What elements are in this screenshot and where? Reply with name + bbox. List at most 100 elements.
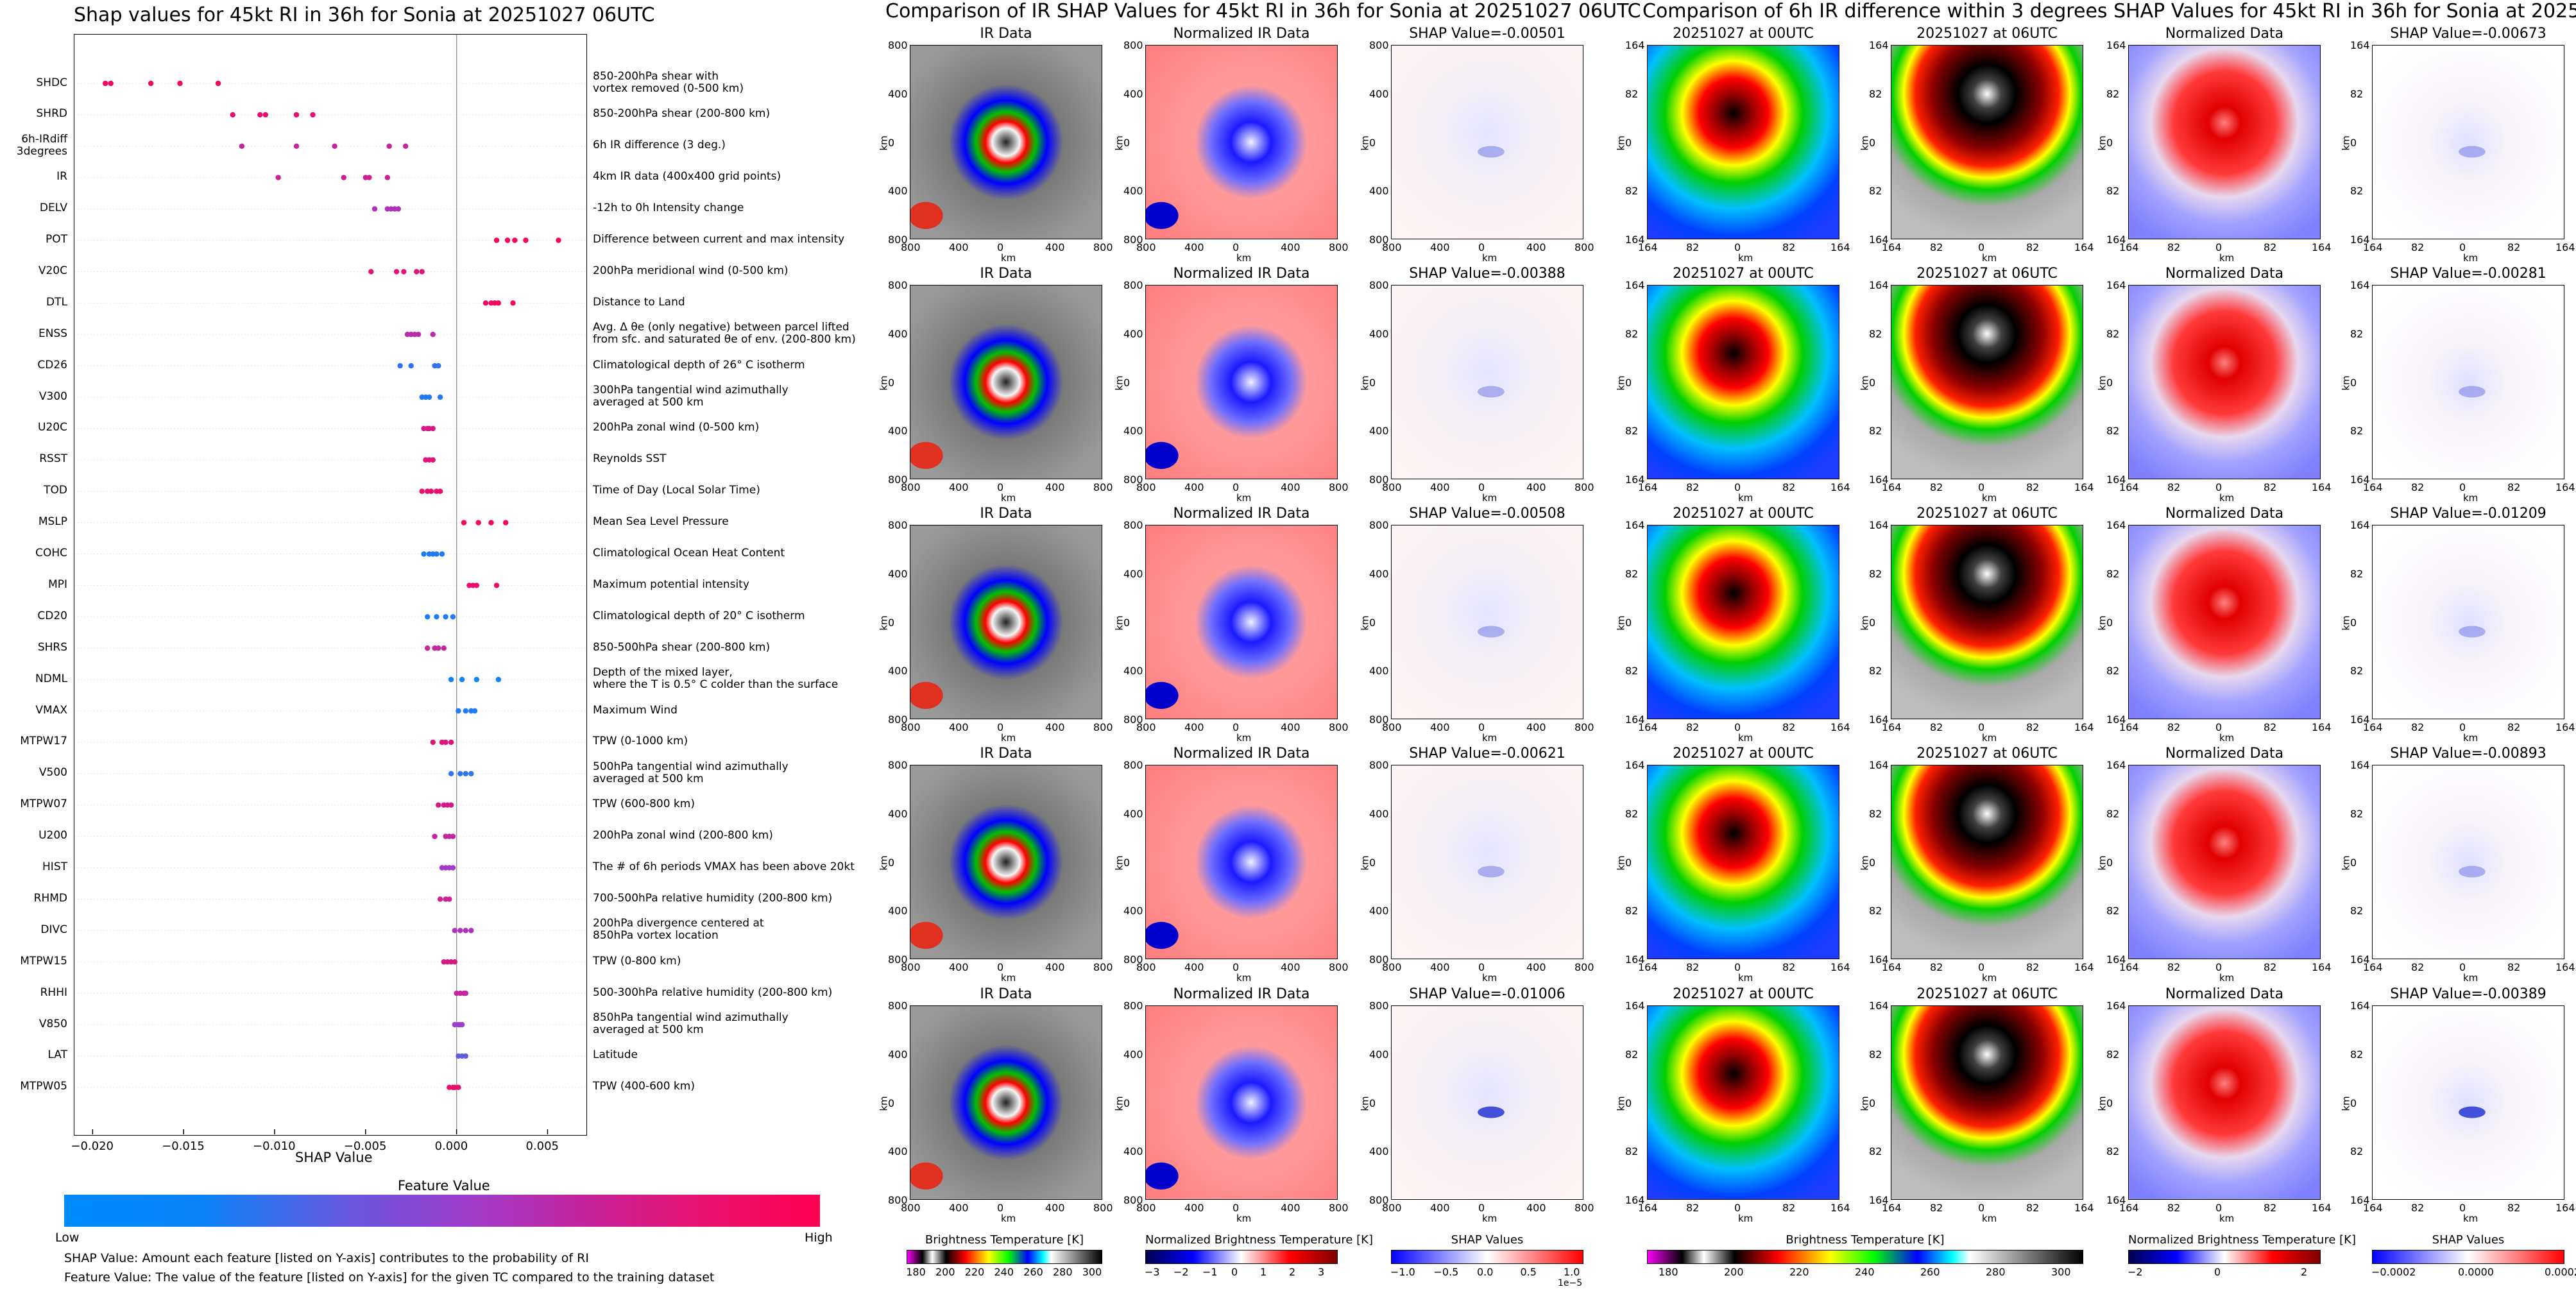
shap-point xyxy=(459,676,465,683)
x-tick-label: 800 xyxy=(1136,481,1156,493)
x-tick-label: 164 xyxy=(2312,721,2332,733)
feature-label: RHMD xyxy=(33,891,67,905)
image-panel-t00 xyxy=(1647,45,1839,239)
y-tick-label: 800 xyxy=(888,953,908,966)
shap-point xyxy=(386,143,392,149)
y-tick-label: 82 xyxy=(1625,807,1639,820)
x-tick-label: 164 xyxy=(2363,241,2383,253)
x-tick-label: 164 xyxy=(2312,481,2332,493)
panel-image xyxy=(910,765,1102,959)
x-tick-label: 800 xyxy=(901,241,921,253)
shap-point xyxy=(437,488,443,494)
x-tick-label: 82 xyxy=(2411,1202,2425,1214)
y-axis-label: km xyxy=(1615,135,1627,151)
shap-point xyxy=(293,112,300,118)
colorbar-tick-label: −2 xyxy=(2128,1266,2143,1278)
shap-point xyxy=(148,80,154,87)
x-tick-label: 164 xyxy=(1638,481,1658,493)
shap-point xyxy=(432,833,438,839)
y-tick-label: 164 xyxy=(2106,759,2126,771)
x-axis-label: km xyxy=(1738,732,1753,744)
x-tick-label: 164 xyxy=(2312,1202,2332,1214)
x-tick-label: 400 xyxy=(949,1202,969,1214)
y-tick-label: 164 xyxy=(1869,759,1889,771)
y-tick-label: 400 xyxy=(1369,425,1389,438)
x-tick-label: 0 xyxy=(997,721,1004,733)
x-axis-label: km xyxy=(2463,972,2478,984)
x-tick-label: 82 xyxy=(2167,241,2181,253)
feature-label: MTPW15 xyxy=(20,954,67,968)
x-tick-label: 82 xyxy=(2167,481,2181,493)
shap-point xyxy=(430,457,436,463)
x-axis-label: km xyxy=(1482,492,1497,504)
shap-point xyxy=(447,896,452,902)
shap-point xyxy=(437,394,443,400)
x-tick-label: 164 xyxy=(2119,721,2139,733)
colorbar-fill xyxy=(2128,1250,2321,1264)
panel-image xyxy=(2129,286,2320,479)
shap-point xyxy=(414,269,420,275)
y-tick-label: 164 xyxy=(1625,39,1645,51)
x-tick-label: 400 xyxy=(1281,241,1301,253)
y-tick-label: 164 xyxy=(1869,1194,1889,1206)
x-axis-label: km xyxy=(2219,972,2235,984)
x-axis-label: km xyxy=(1982,1213,1997,1224)
y-tick-label: 82 xyxy=(1625,185,1639,198)
y-axis-label: km xyxy=(1615,615,1627,631)
x-tick-label: 400 xyxy=(1281,481,1301,493)
x-tick-label: −0.020 xyxy=(71,1140,114,1153)
cloud-cluster xyxy=(1146,201,1179,229)
shap-point xyxy=(441,645,447,651)
image-panel-nd xyxy=(2128,525,2321,719)
feature-value-colorbar xyxy=(64,1195,820,1227)
x-tick-label: 164 xyxy=(2555,241,2575,253)
y-axis-label: km xyxy=(1359,855,1371,871)
x-axis-label: km xyxy=(2219,492,2235,504)
colorbar-fill xyxy=(2372,1250,2564,1264)
panel-field xyxy=(1891,765,2083,959)
x-tick-label: 82 xyxy=(1782,961,1796,973)
panel-image xyxy=(1648,286,1839,479)
y-tick-label: 400 xyxy=(1369,1145,1389,1158)
x-tick-label: 164 xyxy=(2074,721,2094,733)
shap-point xyxy=(475,520,481,525)
x-tick-label: 0 xyxy=(1478,721,1485,733)
x-tick-label: 82 xyxy=(2507,1202,2521,1214)
colorbar-fill xyxy=(1391,1250,1583,1264)
y-tick-label: 82 xyxy=(1869,1145,1882,1158)
x-axis-label: km xyxy=(1482,732,1497,744)
feature-description: TPW (0-800 km) xyxy=(593,954,681,968)
feature-label: RSST xyxy=(39,452,67,466)
x-axis-label: km xyxy=(1982,972,1997,984)
y-axis-label: km xyxy=(2340,615,2352,631)
x-tick-label: 164 xyxy=(2119,961,2139,973)
y-tick-label: 800 xyxy=(1123,474,1143,486)
y-tick-label: 400 xyxy=(888,567,908,580)
feature-description: 4km IR data (400x400 grid points) xyxy=(593,170,781,184)
note-feature-value: Feature Value: The value of the feature … xyxy=(64,1270,715,1285)
y-tick-label: 400 xyxy=(888,327,908,340)
y-tick-label: 800 xyxy=(1123,234,1143,246)
panel-field xyxy=(910,525,1102,719)
x-tick-label: 82 xyxy=(1930,241,1943,253)
x-tick-label: 82 xyxy=(1930,1202,1943,1214)
y-tick-label: 400 xyxy=(1123,807,1143,820)
cloud-cluster xyxy=(1146,1162,1179,1190)
panel-image xyxy=(1146,46,1337,239)
y-tick-label: 82 xyxy=(2350,185,2364,198)
shap-feature-blob xyxy=(1478,866,1505,878)
feature-description: 500-300hPa relative humidity (200-800 km… xyxy=(593,986,833,999)
panel-title: SHAP Value=-0.00389 xyxy=(2390,986,2546,1002)
x-tick-label: 800 xyxy=(901,481,921,493)
colorbar-tick-label: 0 xyxy=(1231,1266,1238,1278)
shap-point xyxy=(448,676,454,683)
panel-image xyxy=(2129,1006,2320,1199)
shap-point xyxy=(452,959,457,965)
panel-image xyxy=(910,286,1102,479)
y-axis-label: km xyxy=(2340,375,2352,391)
panel-title: 20251027 at 06UTC xyxy=(1916,986,2058,1002)
image-panel-ir xyxy=(910,525,1102,719)
feature-description: 700-500hPa relative humidity (200-800 km… xyxy=(593,891,833,905)
y-tick-label: 0 xyxy=(1869,856,1876,869)
colorbar-label: Brightness Temperature [K] xyxy=(1786,1233,1945,1247)
